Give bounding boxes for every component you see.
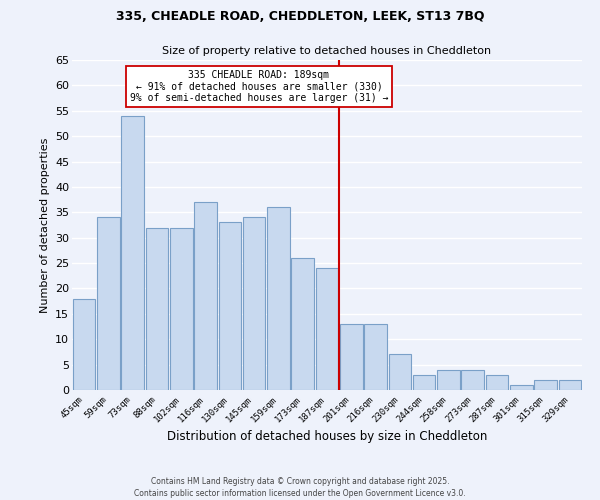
Bar [316,268,338,390]
X-axis label: Distribution of detached houses by size in Cheddleton: Distribution of detached houses by size … [167,430,487,442]
Bar [97,218,120,390]
Bar [146,228,168,390]
Bar [486,375,508,390]
Bar [218,222,241,390]
Bar [292,258,314,390]
Text: Contains HM Land Registry data © Crown copyright and database right 2025.
Contai: Contains HM Land Registry data © Crown c… [134,476,466,498]
Bar [437,370,460,390]
Bar [121,116,144,390]
Bar [170,228,193,390]
Y-axis label: Number of detached properties: Number of detached properties [40,138,50,312]
Text: 335 CHEADLE ROAD: 189sqm
← 91% of detached houses are smaller (330)
9% of semi-d: 335 CHEADLE ROAD: 189sqm ← 91% of detach… [130,70,388,103]
Bar [267,207,290,390]
Bar [413,375,436,390]
Bar [559,380,581,390]
Bar [534,380,557,390]
Bar [461,370,484,390]
Title: Size of property relative to detached houses in Cheddleton: Size of property relative to detached ho… [163,46,491,56]
Bar [510,385,533,390]
Bar [340,324,362,390]
Bar [364,324,387,390]
Bar [389,354,411,390]
Bar [73,298,95,390]
Bar [243,218,265,390]
Text: 335, CHEADLE ROAD, CHEDDLETON, LEEK, ST13 7BQ: 335, CHEADLE ROAD, CHEDDLETON, LEEK, ST1… [116,10,484,23]
Bar [194,202,217,390]
